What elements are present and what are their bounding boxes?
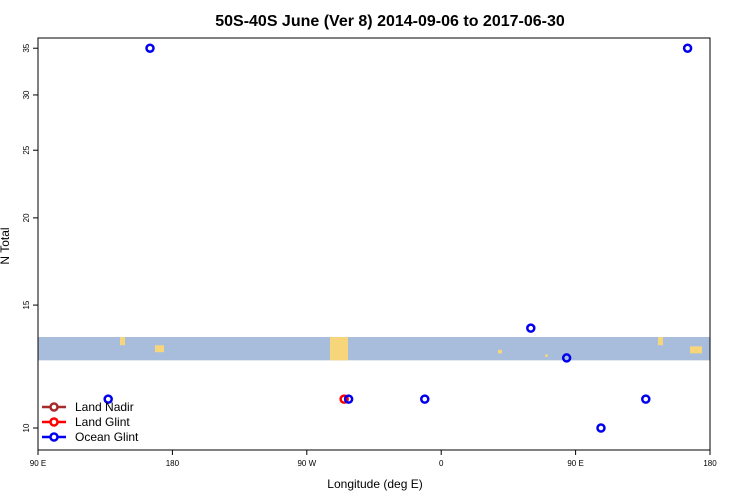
y-tick-label: 25 [22, 145, 31, 154]
band-land [545, 354, 548, 357]
point-land-glint [339, 394, 349, 404]
chart-title: 50S-40S June (Ver 8) 2014-09-06 to 2017-… [215, 13, 565, 30]
ocean-land-band [38, 337, 710, 361]
point-ocean-glint [682, 43, 693, 53]
y-tick-label: 20 [22, 213, 31, 222]
point-ocean-glint [561, 353, 572, 363]
x-tick-label: 180 [166, 459, 180, 468]
y-tick-label: 30 [22, 90, 31, 99]
band-land [330, 337, 348, 361]
band-ocean [38, 337, 710, 361]
plot-frame [37, 37, 711, 451]
x-axis-label: Longitude (deg E) [327, 477, 422, 491]
band-land [120, 337, 125, 346]
band-land [658, 337, 663, 346]
point-ocean-glint [145, 43, 155, 53]
point-ocean-glint [641, 394, 651, 404]
band-land [155, 345, 164, 353]
x-tick-label: 0 [439, 459, 444, 468]
x-tick-label: 180 [703, 459, 717, 468]
y-tick-label: 10 [22, 423, 31, 432]
x-tick-label: 90 E [567, 459, 583, 468]
legend-label: Land Glint [75, 415, 130, 429]
point-ocean-glint [103, 394, 113, 404]
point-ocean-glint [343, 394, 354, 404]
y-axis-label: N Total [0, 227, 12, 264]
x-tick-label: 90 W [297, 459, 316, 468]
x-tick-label: 90 E [30, 459, 46, 468]
legend-label: Ocean Glint [75, 430, 139, 444]
data-points [103, 43, 693, 433]
point-ocean-glint [420, 394, 430, 404]
y-tick-label: 35 [22, 43, 31, 52]
legend-label: Land Nadir [75, 400, 134, 414]
point-ocean-glint [526, 323, 536, 333]
axis-ticks: 90 E 180 90 W 0 90 E 180 10 15 20 25 30 35 [22, 43, 717, 468]
legend-marker [49, 402, 59, 412]
band-land [498, 349, 502, 354]
legend-marker [49, 417, 59, 427]
legend-marker [49, 432, 59, 442]
y-tick-label: 15 [22, 300, 31, 309]
point-ocean-glint [596, 423, 606, 433]
band-land [690, 346, 702, 354]
